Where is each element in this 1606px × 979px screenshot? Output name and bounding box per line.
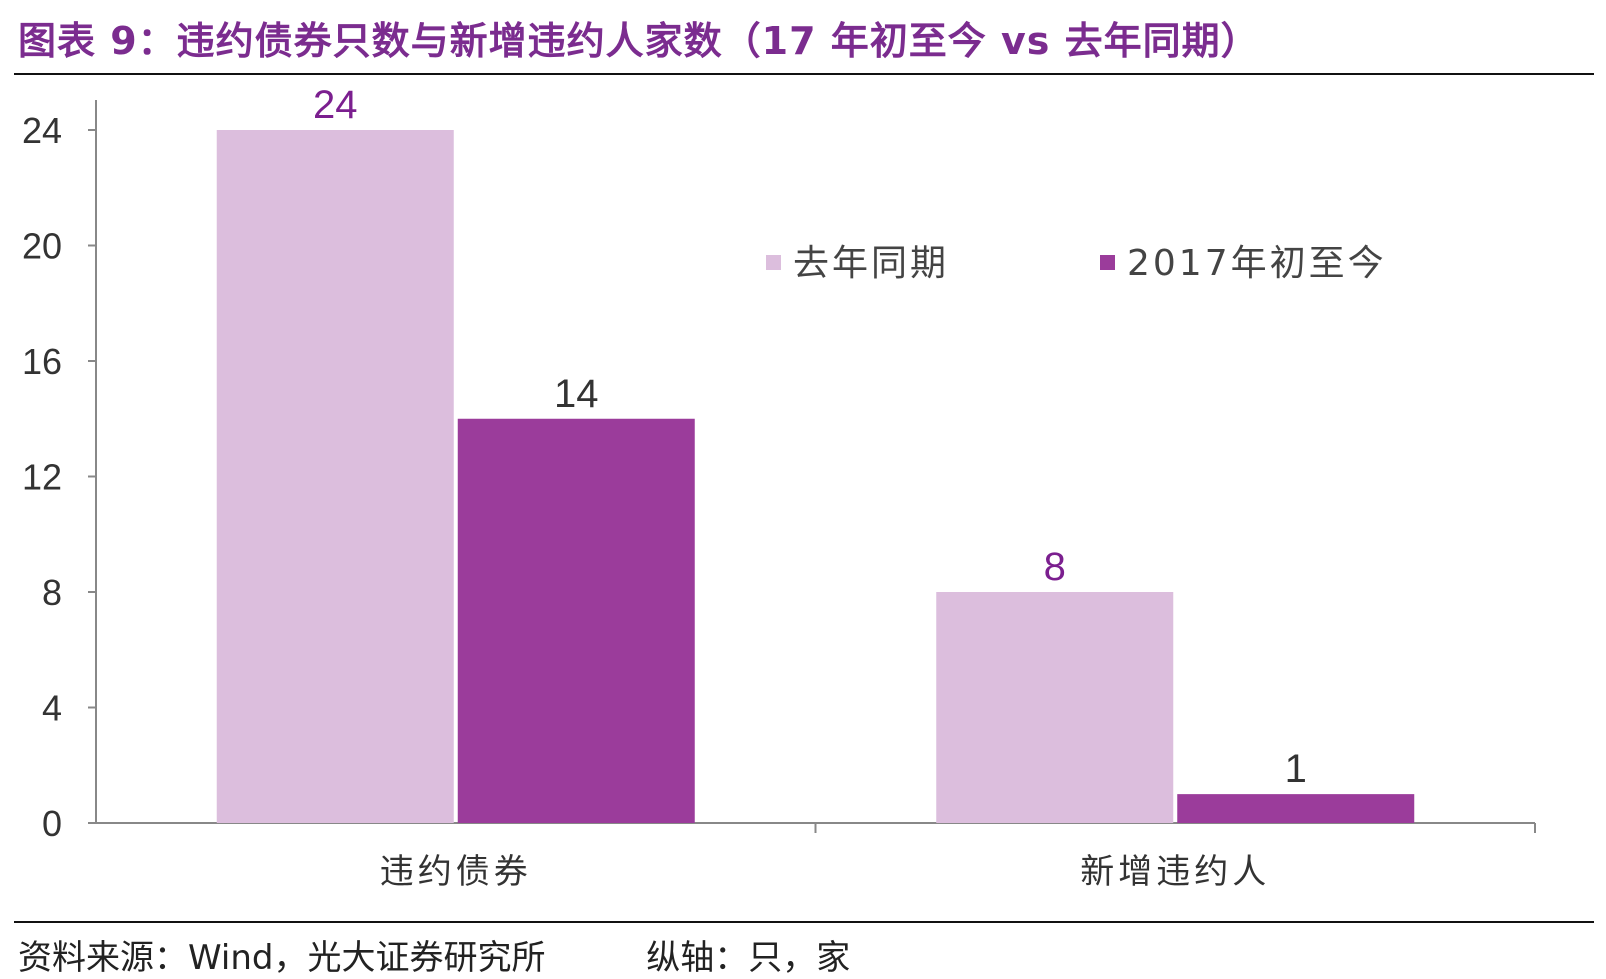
bar-chart: 0 4 8 12 16 20 24 违约债券 新增违约人 24 14 8 1 去年同期 2017年初至今 (22, 83, 1536, 892)
bar (216, 130, 454, 823)
legend-label: 2017年初至今 (1127, 243, 1387, 284)
data-label: 8 (1044, 545, 1066, 589)
axis-unit-note: 纵轴：只，家 (646, 938, 851, 978)
category-label: 违约债券 (380, 852, 532, 892)
y-tick-label: 12 (22, 457, 62, 498)
bar (1177, 794, 1415, 823)
bar (457, 418, 695, 823)
bar (936, 592, 1174, 823)
value-labels: 24 14 8 1 (313, 83, 1307, 791)
source-note: 资料来源：Wind，光大证券研究所 (18, 938, 546, 978)
y-tick-label: 16 (22, 341, 62, 382)
legend-label: 去年同期 (793, 243, 949, 284)
legend: 去年同期 2017年初至今 (766, 243, 1387, 284)
bars (216, 130, 1415, 823)
title-rule (14, 73, 1594, 75)
legend-swatch (766, 255, 781, 270)
legend-swatch (1100, 255, 1115, 270)
y-tick-label: 4 (42, 688, 62, 729)
y-tick-label: 8 (42, 572, 62, 613)
category-label: 新增违约人 (1080, 852, 1270, 892)
y-tick-label: 24 (22, 110, 62, 151)
y-tick-label: 0 (42, 803, 62, 844)
footer: 资料来源：Wind，光大证券研究所 纵轴：只，家 (18, 930, 850, 979)
axes: 0 4 8 12 16 20 24 违约债券 新增违约人 (22, 100, 1536, 892)
y-tick-label: 20 (22, 226, 62, 267)
footer-rule (14, 921, 1594, 923)
data-label: 24 (313, 83, 358, 127)
figure-title: 图表 9：违约债券只数与新增违约人家数（17 年初至今 vs 去年同期） (18, 19, 1260, 63)
data-label: 1 (1285, 747, 1307, 791)
data-label: 14 (554, 372, 599, 416)
